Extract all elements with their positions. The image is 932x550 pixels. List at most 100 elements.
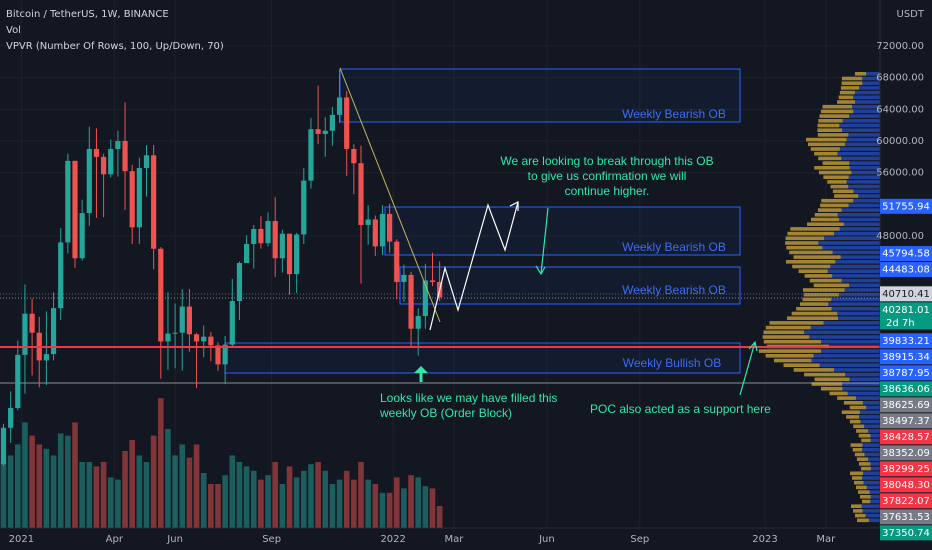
candle-body — [93, 148, 100, 157]
profile-bar — [849, 166, 880, 170]
profile-bar — [762, 335, 810, 339]
price-tag-label: 40710.41 — [882, 289, 930, 300]
profile-bar — [846, 180, 880, 184]
profile-bar — [839, 90, 855, 95]
volume-bar — [72, 422, 78, 528]
profile-bar — [853, 95, 880, 100]
candle-body — [415, 316, 421, 329]
candle-body — [50, 308, 57, 355]
volume-bar — [415, 477, 421, 528]
profile-bar — [821, 349, 880, 353]
profile-bar — [855, 396, 880, 400]
profile-bar — [813, 354, 880, 358]
x-tick-label: Jun — [166, 534, 183, 545]
ob-label: Weekly Bearish OB — [622, 283, 726, 297]
candle-body — [129, 171, 135, 228]
profile-bar — [820, 386, 843, 391]
volume-bar — [158, 398, 164, 528]
x-tick-label: Sep — [262, 534, 281, 545]
candle-body — [143, 155, 150, 168]
volume-bar — [243, 466, 250, 528]
profile-bar — [813, 283, 850, 288]
profile-bar — [806, 137, 847, 142]
profile-bar — [852, 448, 863, 452]
candle-body — [193, 334, 200, 342]
volume-bar — [136, 455, 143, 528]
profile-bar — [808, 142, 846, 147]
profile-bar — [853, 424, 865, 429]
candle-body — [429, 280, 436, 283]
candle-body — [336, 97, 343, 115]
candle-body — [401, 274, 407, 283]
volume-bar — [0, 462, 7, 528]
profile-bar — [854, 452, 865, 457]
volume-profile — [758, 72, 880, 523]
profile-bar — [857, 518, 869, 523]
price-tag — [880, 349, 932, 365]
x-tick-label: Mar — [816, 534, 836, 545]
volume-bar — [408, 475, 414, 528]
profile-bar — [763, 330, 805, 335]
profile-bar — [855, 100, 880, 104]
profile-bar — [841, 208, 880, 212]
candle-body — [329, 114, 335, 131]
profile-bar — [862, 401, 880, 405]
profile-bar — [810, 325, 880, 330]
profile-bar — [827, 180, 847, 184]
volume-bar — [250, 470, 257, 528]
volume-bar — [336, 479, 343, 528]
candle-body — [265, 221, 271, 244]
profile-bar — [869, 490, 880, 494]
volume-bar — [93, 466, 100, 528]
profile-bar — [870, 433, 880, 438]
volume-bar — [79, 462, 85, 528]
profile-bar — [839, 227, 880, 231]
volume-bar — [258, 479, 264, 528]
volume-bar — [386, 492, 393, 528]
volume-bar — [293, 477, 300, 528]
volume-bar — [208, 484, 214, 528]
profile-bar — [859, 495, 871, 499]
profile-bar — [858, 462, 871, 466]
profile-bar — [789, 250, 833, 255]
profile-bar — [803, 292, 839, 297]
profile-bar — [862, 509, 880, 513]
profile-bar — [817, 208, 842, 212]
volume-bar — [351, 479, 357, 528]
profile-bar — [820, 109, 854, 114]
volume-bar — [193, 444, 200, 528]
profile-bar — [834, 194, 859, 198]
profile-bar — [786, 245, 823, 250]
profile-bar — [787, 231, 834, 236]
candle-body — [0, 427, 7, 465]
candle-body — [236, 263, 243, 302]
profile-bar — [848, 184, 880, 189]
profile-bar — [840, 86, 860, 90]
projection-path — [429, 201, 519, 331]
profile-bar — [817, 123, 840, 128]
profile-bar — [821, 339, 880, 344]
profile-bar — [818, 241, 880, 245]
countdown-bg — [880, 316, 932, 330]
price-tag — [880, 302, 932, 318]
price-tag-label: 38352.09 — [882, 448, 930, 459]
currency-label[interactable]: USDT — [897, 9, 925, 20]
profile-bar — [810, 217, 840, 222]
profile-bar — [849, 114, 880, 118]
profile-bar — [774, 358, 812, 363]
volume-bar — [165, 429, 171, 528]
price-tag — [880, 397, 932, 413]
volume-bar — [186, 457, 193, 528]
profile-bar — [822, 161, 850, 165]
volume-bar — [215, 484, 221, 528]
profile-bar — [811, 382, 843, 386]
y-tick-label: 64000.00 — [876, 104, 924, 115]
volume-bar — [308, 464, 314, 528]
profile-bar — [843, 401, 863, 405]
profile-bar — [860, 419, 880, 424]
volume-bar — [15, 444, 21, 528]
price-tag-label: 37822.07 — [882, 496, 930, 507]
candle-body — [272, 221, 278, 259]
profile-bar — [849, 283, 880, 288]
profile-bar — [868, 518, 880, 523]
